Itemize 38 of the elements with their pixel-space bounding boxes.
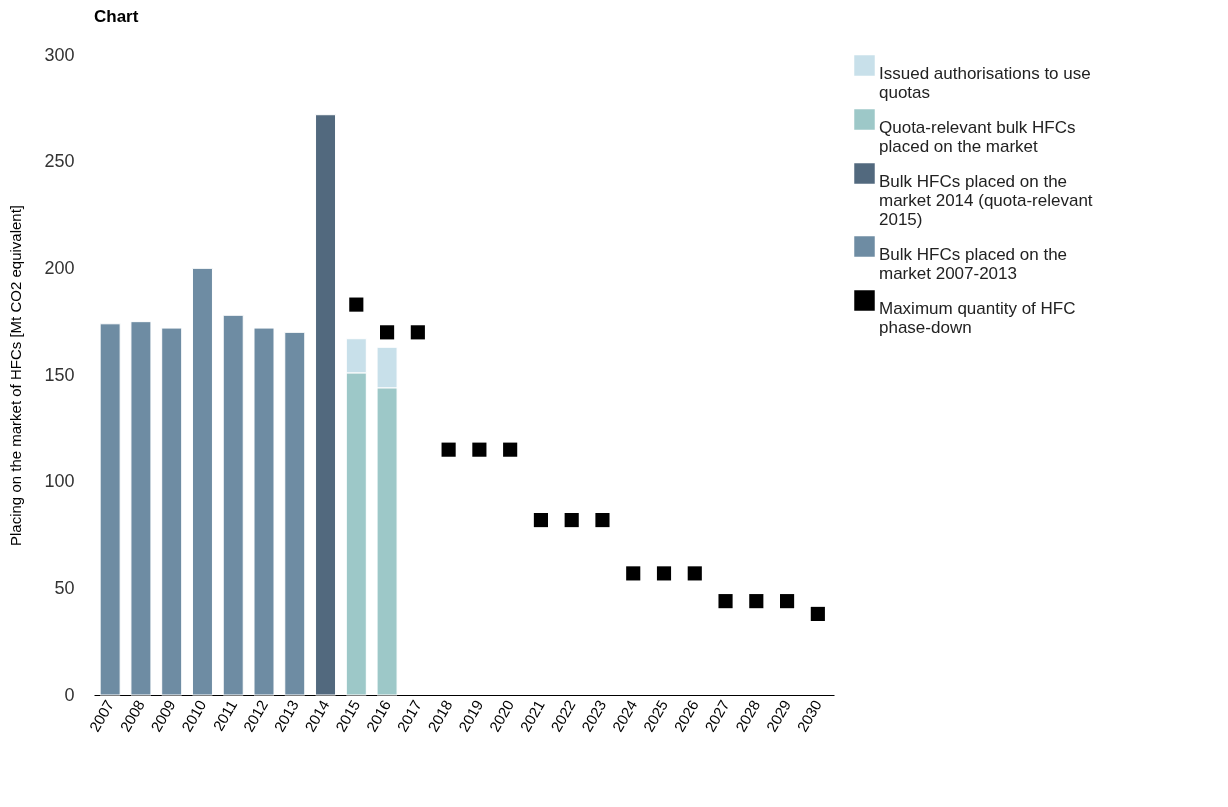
- point: [441, 442, 456, 457]
- y-tick-label: 250: [44, 151, 75, 172]
- bar: [284, 331, 306, 696]
- point: [749, 594, 764, 609]
- y-tick-label: 100: [44, 471, 75, 492]
- point: [780, 594, 795, 609]
- bar: [161, 327, 183, 696]
- y-tick-label: 150: [44, 364, 75, 385]
- point: [380, 325, 395, 340]
- point: [472, 442, 487, 457]
- point: [349, 297, 364, 312]
- point: [564, 513, 579, 528]
- bar: [222, 314, 244, 696]
- point: [533, 513, 548, 528]
- chart-title: Chart: [94, 7, 139, 26]
- y-axis-title: Placing on the market of HFCs [Mt CO2 equivalent]: [7, 205, 25, 546]
- legend-label: Quota-relevant bulk HFCs placed on the market: [879, 117, 1076, 156]
- point: [810, 606, 825, 621]
- bar: [253, 327, 275, 696]
- legend-label: Bulk HFCs placed on the market 2014 (quota-relevant 2015): [879, 171, 1093, 229]
- legend-label: Issued authorisations to use quotas: [879, 63, 1091, 102]
- y-tick-label: 300: [44, 44, 75, 65]
- point: [718, 594, 733, 609]
- point: [410, 325, 425, 340]
- point: [626, 566, 641, 581]
- point: [656, 566, 672, 581]
- legend-label: Maximum quantity of HFC phase-down: [879, 298, 1076, 337]
- y-tick-label: 50: [54, 577, 75, 598]
- bar: [315, 114, 337, 696]
- y-tick-label: 0: [64, 684, 75, 705]
- bar: [99, 323, 121, 696]
- legend-label: Bulk HFCs placed on the market 2007-2013: [879, 244, 1068, 283]
- bar: [130, 321, 152, 696]
- point: [503, 442, 518, 457]
- point: [687, 566, 702, 581]
- point: [595, 513, 610, 528]
- bar: [191, 267, 213, 696]
- y-tick-label: 200: [44, 257, 75, 278]
